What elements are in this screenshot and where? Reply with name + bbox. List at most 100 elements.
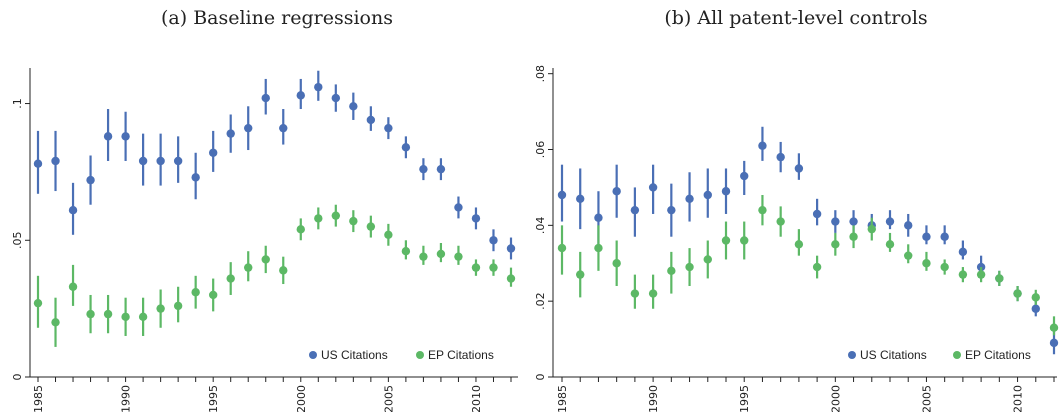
x-tick-label: 1985 [32,385,45,412]
us-citations-point [703,190,712,200]
us-citations-point [630,205,640,215]
ep-citations-point [331,211,341,220]
legend-marker-us [848,351,856,359]
ep-citations-point [867,224,876,234]
x-tick-label: 1995 [738,385,751,412]
legend-label-ep: EP Citations [428,348,494,362]
panel-b-title: (b) All patent-level controls [664,7,927,29]
us-citations-point [849,217,858,226]
y-tick-label: .1 [11,98,24,109]
ep-citations-point [1049,323,1059,332]
ep-citations-point [349,216,358,226]
ep-citations-point [226,274,235,283]
ep-citations-point [721,236,731,245]
us-citations-point [740,171,749,181]
y-tick-label: .08 [534,65,547,83]
ep-citations-point [279,266,288,275]
ep-citations-point [776,217,785,226]
legend-label-ep: EP Citations [965,348,1031,362]
us-citations-point [244,123,253,133]
ep-citations-point [557,243,567,253]
x-tick-label: 2000 [295,385,308,412]
us-citations-point [103,132,113,141]
us-citations-point [721,187,731,196]
panel-b-x-ticks: 1985 1990 1995 2000 2005 2010 [556,377,1055,412]
us-citations-point [557,190,567,200]
ep-citations-point [995,274,1004,283]
ep-citations-point [506,274,516,283]
ep-citations-point [812,262,822,272]
ep-citations-point [156,304,165,313]
us-citations-point [958,247,968,257]
us-citations-point [758,141,767,150]
us-citations-point [885,217,895,226]
ep-citations-point [191,288,200,297]
ep-citations-point [885,240,895,249]
us-citations-point [51,156,60,166]
us-citations-point [506,244,516,253]
ep-citations-point [976,270,986,279]
ep-citations-point [454,252,463,261]
us-citations-point [667,205,676,215]
panel-b-y-ticks: 0 .02 .04 .06 .08 [534,65,553,381]
y-tick-label: .04 [534,217,547,235]
ep-citations-point [103,309,113,319]
us-citations-point [685,194,694,204]
ep-citations-point [648,289,658,298]
ep-citations-point [685,262,694,272]
y-tick-label: .05 [11,232,24,250]
ep-citations-point [489,263,498,272]
ep-citations-point [86,309,95,319]
ep-citations-point [904,251,913,260]
legend-marker-ep [953,351,961,359]
us-citations-point [314,82,323,92]
x-tick-label: 1990 [120,385,133,412]
y-tick-label: 0 [534,374,547,381]
us-citations-point [296,91,305,100]
panel-b: (b) All patent-level controls 0 .02 .04 .06… [534,7,1059,412]
us-citations-point [594,213,603,222]
ep-citations-point [419,252,428,261]
x-tick-label: 2005 [920,385,933,412]
x-tick-label: 2010 [470,385,483,412]
ep-citations-point [612,259,621,268]
ep-citations-point [1013,289,1022,298]
us-citations-point [366,115,376,125]
ep-citations-point [703,255,712,264]
ep-citations-point [940,262,949,272]
panel-a-marks [33,70,516,347]
panel-a-y-ticks: 0 .05 .1 [11,98,30,381]
ep-citations-point [849,232,858,241]
x-tick-label: 2005 [382,385,395,412]
ep-citations-point [68,282,78,291]
us-citations-point [173,156,183,166]
panel-a: (a) Baseline regressions 0 .05 .1 1985 1990… [11,7,518,412]
us-citations-point [401,143,411,152]
ep-citations-point [436,249,446,259]
us-citations-point [138,156,148,166]
panel-b-legend: US Citations EP Citations [848,348,1031,362]
ep-citations-point [576,270,585,279]
us-citations-point [331,93,341,103]
us-citations-point [489,236,498,245]
ep-citations-point [366,222,376,231]
us-citations-point [279,123,288,133]
x-tick-label: 1995 [207,385,220,412]
us-citations-point [940,232,949,241]
us-citations-point [121,132,130,141]
legend-label-us: US Citations [321,348,388,362]
us-citations-point [419,164,428,174]
us-citations-point [794,164,804,173]
us-citations-point [454,203,463,212]
y-tick-label: .02 [534,292,547,310]
ep-citations-point [630,289,640,298]
ep-citations-point [51,318,60,327]
x-tick-label: 1985 [556,385,569,412]
legend-marker-ep [416,351,424,359]
us-citations-point [1049,338,1059,348]
us-citations-point [436,164,446,174]
ep-citations-point [1031,293,1040,302]
us-citations-point [226,129,235,138]
legend-marker-us [309,351,317,359]
